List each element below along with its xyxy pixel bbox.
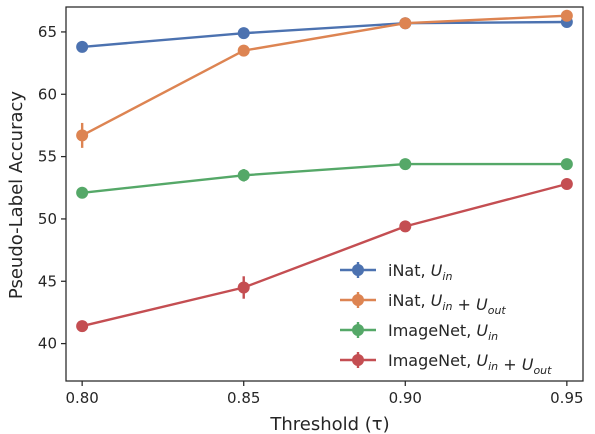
data-point bbox=[76, 186, 89, 199]
y-tick-label: 65 bbox=[38, 23, 57, 41]
legend-label: iNat, Uin bbox=[388, 261, 452, 283]
legend-entry-2: iNat, Uin + Uout bbox=[340, 291, 506, 317]
legend-entry-3: ImageNet, Uin bbox=[340, 321, 498, 343]
axes: 40 45 50 55 60 65 0.80 0.85 0.90 0.95 bbox=[38, 6, 584, 407]
legend-label: ImageNet, Uin bbox=[388, 321, 498, 343]
plot-area bbox=[76, 9, 573, 333]
data-point bbox=[76, 129, 89, 142]
plot-frame bbox=[65, 6, 584, 382]
series-line bbox=[81, 182, 568, 328]
y-tick-label: 45 bbox=[38, 272, 57, 290]
legend-swatch-marker bbox=[352, 294, 364, 306]
series-4 bbox=[76, 178, 573, 333]
data-point bbox=[237, 44, 250, 57]
legend-swatch-marker bbox=[352, 264, 364, 276]
legend-swatch-marker bbox=[352, 354, 364, 366]
data-point bbox=[399, 220, 412, 233]
y-tick-label: 50 bbox=[38, 210, 57, 228]
data-point bbox=[399, 17, 412, 30]
data-point bbox=[76, 40, 89, 53]
x-tick-label: 0.95 bbox=[550, 389, 583, 407]
y-axis-label: Pseudo-Label Accuracy bbox=[6, 91, 27, 299]
series-1 bbox=[76, 15, 573, 53]
x-tick-label: 0.90 bbox=[389, 389, 422, 407]
legend-label: ImageNet, Uin + Uout bbox=[388, 351, 552, 377]
x-axis-label: Threshold (τ) bbox=[269, 414, 389, 434]
data-point bbox=[399, 158, 412, 171]
data-point bbox=[560, 158, 573, 171]
series-line bbox=[82, 162, 567, 194]
x-tick-label: 0.85 bbox=[227, 389, 260, 407]
series-line bbox=[81, 14, 567, 137]
y-tick-label: 60 bbox=[38, 85, 57, 103]
legend-entry-1: iNat, Uin bbox=[340, 261, 452, 283]
data-point bbox=[76, 320, 89, 333]
data-point bbox=[237, 169, 250, 182]
x-tick-label: 0.80 bbox=[65, 389, 98, 407]
y-tick-label: 55 bbox=[38, 148, 57, 166]
legend-entry-4: ImageNet, Uin + Uout bbox=[340, 351, 552, 377]
legend: iNat, Uin iNat, Uin + Uout ImageNet, Uin Im… bbox=[340, 261, 552, 377]
series-2 bbox=[76, 9, 573, 148]
data-point bbox=[560, 9, 573, 22]
data-point bbox=[237, 281, 250, 294]
data-point bbox=[237, 27, 250, 40]
legend-label: iNat, Uin + Uout bbox=[388, 291, 506, 317]
series-3 bbox=[76, 158, 573, 199]
series-line bbox=[82, 20, 567, 49]
data-point bbox=[560, 178, 573, 191]
y-tick-label: 40 bbox=[38, 335, 57, 353]
legend-swatch-marker bbox=[352, 324, 364, 336]
